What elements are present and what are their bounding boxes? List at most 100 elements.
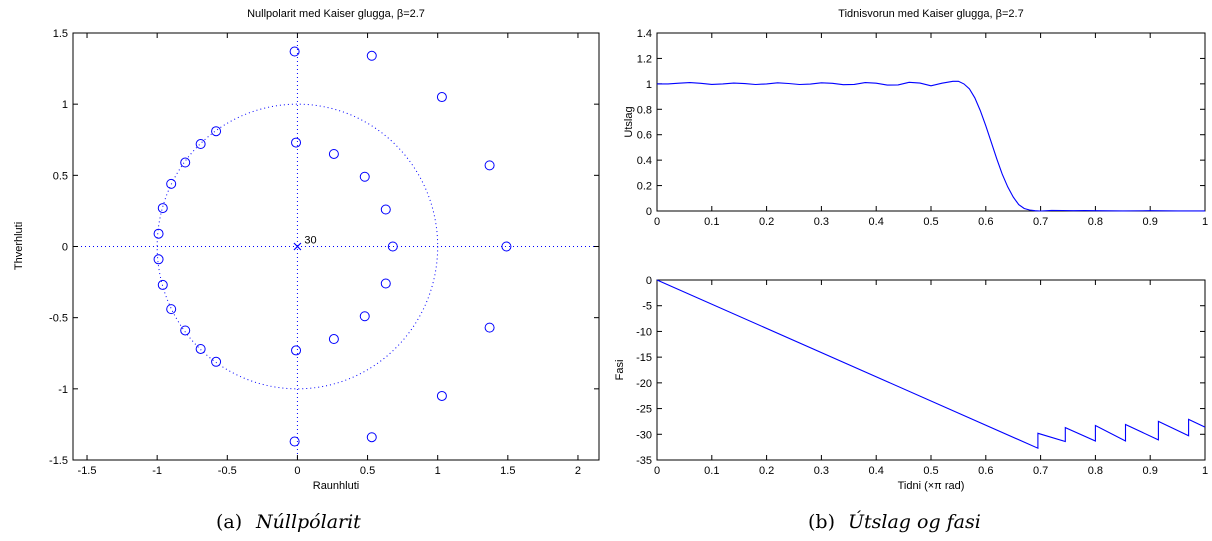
pole-zero-ytick-label: 0 <box>62 242 68 254</box>
phase-xtick-label: 0.8 <box>1088 465 1103 477</box>
caption-a: (a) Núllpólarit <box>216 511 361 533</box>
zero-marker <box>484 160 495 171</box>
zero-marker <box>166 304 177 315</box>
pole-zero-xtick-label: 0.5 <box>360 465 375 477</box>
zero-marker <box>366 432 377 443</box>
magnitude-ylabel: Utslag <box>623 106 635 137</box>
magnitude-ytick-label: 0.2 <box>637 181 652 193</box>
magnitude-xtick-label: 0.1 <box>704 216 719 228</box>
unit-circle <box>156 103 439 390</box>
phase-plot: 0 0.1 0.2 0.3 0.4 0.5 0.6 0.7 0.8 0.9 1 -35 -30 -25 -2… <box>614 275 1208 492</box>
magnitude-ytick-label: 1 <box>646 79 652 91</box>
pole-zero-xtick-label: -0.5 <box>218 465 237 477</box>
phase-ytick-label: -20 <box>636 378 652 390</box>
magnitude-xtick-label: 0.6 <box>978 216 993 228</box>
pole-marker <box>293 242 302 251</box>
magnitude-xtick-label: 0.4 <box>869 216 884 228</box>
pole-zero-marks: 30 <box>153 46 512 447</box>
pole-zero-ytick-label: -0.5 <box>49 313 68 325</box>
zero-marker <box>211 126 222 137</box>
phase-xlabel: Tidni (×π rad) <box>898 480 965 492</box>
magnitude-line <box>657 80 1205 212</box>
zero-marker <box>180 157 191 168</box>
magnitude-title: Tidnisvorun med Kaiser glugga, β=2.7 <box>838 8 1023 20</box>
phase-xtick-label: 1 <box>1202 465 1208 477</box>
magnitude-xtick-label: 0.3 <box>814 216 829 228</box>
phase-xtick-label: 0.5 <box>923 465 938 477</box>
pole-zero-ytick-label: 1.5 <box>53 28 68 40</box>
phase-xtick-label: 0.4 <box>869 465 884 477</box>
pole-zero-xtick-label: 1.5 <box>500 465 515 477</box>
phase-xtick-label: 0.2 <box>759 465 774 477</box>
magnitude-xtick-label: 0.9 <box>1143 216 1158 228</box>
zero-marker <box>359 311 370 322</box>
caption-b-text: Útslag og fasi <box>848 510 981 533</box>
magnitude-xtick-label: 0.7 <box>1033 216 1048 228</box>
phase-line <box>656 279 1206 450</box>
phase-ytick-label: 0 <box>646 275 652 287</box>
pole-zero-plot-frame <box>72 32 600 461</box>
zero-marker <box>195 343 206 354</box>
zero-marker <box>153 254 164 265</box>
zero-marker <box>153 228 164 239</box>
phase-ytick-label: -15 <box>636 352 652 364</box>
zero-marker <box>157 279 168 290</box>
phase-marks <box>656 279 1206 450</box>
magnitude-ytick-label: 1.4 <box>637 28 652 40</box>
magnitude-ytick-label: 0 <box>646 206 652 218</box>
phase-xtick-label: 0.1 <box>704 465 719 477</box>
zero-marker <box>359 171 370 182</box>
pole-zero-ytick-label: 1 <box>62 99 68 111</box>
zero-marker <box>436 390 447 401</box>
pole-zero-xtick-label: 0 <box>294 465 300 477</box>
zero-marker <box>501 241 512 252</box>
zero-marker <box>380 204 391 215</box>
phase-ytick-label: -10 <box>636 326 652 338</box>
pole-zero-ytick-label: -1.5 <box>49 455 68 467</box>
phase-axis-ticks: 0 0.1 0.2 0.3 0.4 0.5 0.6 0.7 0.8 0.9 1 -35 -30 -25 -2… <box>636 275 1208 477</box>
magnitude-xtick-label: 0.2 <box>759 216 774 228</box>
zero-marker <box>484 322 495 333</box>
phase-ytick-label: -35 <box>636 455 652 467</box>
magnitude-plot-frame <box>656 32 1206 212</box>
magnitude-xtick-label: 0.8 <box>1088 216 1103 228</box>
zero-marker <box>211 356 222 367</box>
zero-marker <box>291 137 302 148</box>
pole-zero-ytick-label: -1 <box>58 384 68 396</box>
zero-marker <box>289 436 300 447</box>
pole-zero-reference-lines <box>73 33 599 460</box>
pole-zero-title: Nullpolarit med Kaiser glugga, β=2.7 <box>247 8 425 20</box>
caption-b-label: (b) <box>808 511 835 533</box>
zero-marker <box>387 241 398 252</box>
zero-marker <box>289 46 300 57</box>
pole-zero-xlabel: Raunhluti <box>313 480 359 492</box>
pole-zero-xtick-label: -1.5 <box>78 465 97 477</box>
caption-a-text: Núllpólarit <box>255 511 361 533</box>
magnitude-ytick-label: 0.8 <box>637 104 652 116</box>
phase-ytick-label: -5 <box>642 301 652 313</box>
magnitude-plot: 0 0.1 0.2 0.3 0.4 0.5 0.6 0.7 0.8 0.9 1 0 0.2 0.4 0.6 0… <box>623 8 1208 228</box>
phase-xtick-label: 0 <box>654 465 660 477</box>
phase-xtick-label: 0.3 <box>814 465 829 477</box>
magnitude-xtick-label: 1 <box>1202 216 1208 228</box>
magnitude-axis-ticks: 0 0.1 0.2 0.3 0.4 0.5 0.6 0.7 0.8 0.9 1 0 0.2 0.4 0.6 0… <box>637 28 1208 228</box>
phase-xtick-label: 0.6 <box>978 465 993 477</box>
pole-zero-xtick-label: 2 <box>575 465 581 477</box>
zero-marker <box>166 178 177 189</box>
magnitude-ytick-label: 0.4 <box>637 155 652 167</box>
zero-marker <box>328 334 339 345</box>
phase-xtick-label: 0.7 <box>1033 465 1048 477</box>
zero-marker <box>195 139 206 150</box>
magnitude-ytick-label: 1.2 <box>637 53 652 65</box>
zero-marker <box>328 148 339 159</box>
phase-ylabel: Fasi <box>614 360 626 381</box>
magnitude-xtick-label: 0 <box>654 216 660 228</box>
pole-zero-xtick-label: -1 <box>152 465 162 477</box>
pole-zero-xtick-label: 1 <box>435 465 441 477</box>
magnitude-xtick-label: 0.5 <box>923 216 938 228</box>
zero-marker <box>157 203 168 214</box>
pole-order-label: 30 <box>304 235 316 247</box>
magnitude-marks <box>657 80 1205 212</box>
magnitude-ytick-label: 0.6 <box>637 130 652 142</box>
